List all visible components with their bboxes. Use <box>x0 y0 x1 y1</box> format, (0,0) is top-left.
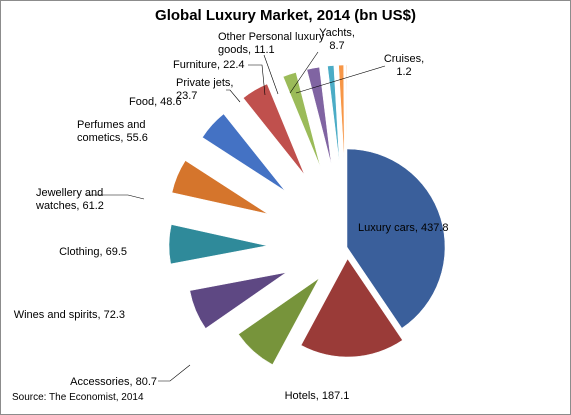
leader-line <box>295 65 386 94</box>
pie-slice-yachts <box>338 64 345 164</box>
data-label-furniture: Furniture, 22.4 <box>173 59 245 71</box>
pie-slice-accessories <box>238 278 320 365</box>
leader-line <box>226 89 241 103</box>
data-label-other-personal-luxury-goods: Other Personal luxury goods, 11.1 <box>218 31 325 56</box>
leader-line <box>158 364 191 382</box>
pie-slice-furniture <box>306 66 332 165</box>
pie-slice-wines-and-spirits <box>189 272 287 329</box>
data-label-wines-and-spirits: Wines and spirits, 72.3 <box>14 309 125 321</box>
data-label-yachts: Yachts, 8.7 <box>319 27 355 52</box>
data-label-private-jets: Private jets, 23.7 <box>176 77 233 102</box>
leader-line <box>289 51 319 94</box>
data-label-cruises: Cruises, 1.2 <box>384 53 424 78</box>
pie-slice-luxury-cars <box>346 148 446 329</box>
pie-slice-food <box>242 83 305 175</box>
data-label-jewellery-and-watches: Jewellery and watches, 61.2 <box>35 187 104 212</box>
pie-slice-hotels <box>300 258 403 358</box>
data-label-perfumes-and-cometics: Perfumes and cometics, 55.6 <box>77 119 148 144</box>
pie-slice-cruises <box>345 64 347 164</box>
leader-line <box>263 54 279 95</box>
data-label-hotels: Hotels, 187.1 <box>285 390 350 402</box>
data-label-food: Food, 48.6 <box>129 96 182 108</box>
leader-line <box>86 194 145 200</box>
data-label-accessories: Accessories, 80.7 <box>70 376 157 388</box>
leader-line <box>248 64 266 96</box>
data-label-luxury-cars: Luxury cars, 437.8 <box>358 222 449 234</box>
pie-slice-clothing <box>168 224 268 265</box>
chart-title: Global Luxury Market, 2014 (bn US$) <box>155 7 416 24</box>
pie-slice-jewellery-and-watches <box>171 160 268 215</box>
data-label-clothing: Clothing, 69.5 <box>59 246 127 258</box>
pie-slice-perfumes-and-cometics <box>202 113 285 191</box>
source-note: Source: The Economist, 2014 <box>12 392 144 403</box>
pie-slice-private-jets <box>282 72 321 168</box>
pie-slice-other-personal-luxury-goods <box>327 65 340 164</box>
